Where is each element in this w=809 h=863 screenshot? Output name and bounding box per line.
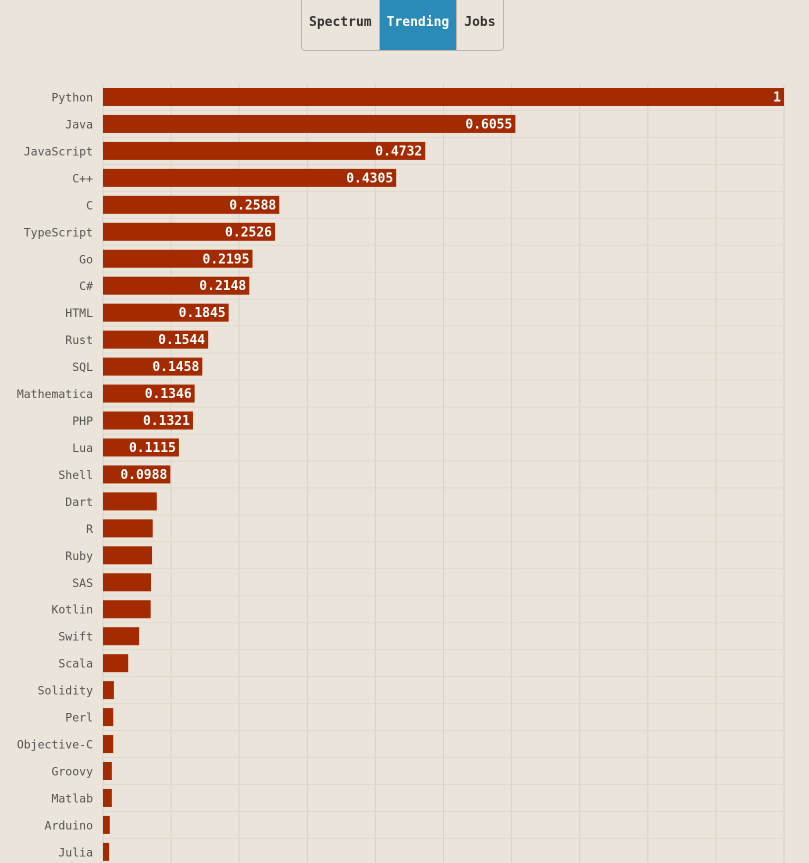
category-label: SQL (72, 360, 93, 374)
bar (103, 735, 114, 754)
category-label: C (86, 198, 93, 212)
bar (103, 708, 114, 727)
bar (103, 303, 229, 322)
category-label: Lua (72, 441, 93, 455)
category-label: Rust (65, 333, 93, 347)
bar (103, 600, 151, 619)
tab[interactable]: Trending (378, 0, 457, 50)
bar (103, 762, 112, 780)
category-label: Groovy (51, 765, 93, 779)
category-label: Go (79, 252, 93, 266)
bar (103, 141, 426, 160)
bar (103, 465, 171, 484)
bar (103, 492, 157, 511)
value-label: 0.1845 (179, 306, 226, 321)
bar (103, 788, 112, 807)
bar (103, 573, 152, 592)
value-label: 0.1321 (143, 414, 190, 429)
category-label: Matlab (51, 791, 93, 805)
bar (103, 654, 129, 673)
bar (103, 222, 276, 241)
category-label: PHP (72, 414, 93, 428)
category-label: Ruby (65, 549, 93, 563)
bar (103, 815, 110, 834)
category-label: Dart (65, 495, 93, 509)
bar (103, 546, 153, 565)
value-label: 0.1115 (129, 441, 176, 456)
category-label: C++ (72, 171, 93, 185)
bar (103, 681, 114, 700)
bar (103, 438, 179, 457)
bar (103, 411, 193, 430)
tab-bar: Spectrum Trending Jobs (301, 0, 504, 51)
bar (103, 357, 203, 376)
category-label: SAS (72, 576, 93, 590)
category-label: C# (79, 279, 93, 293)
value-label: 0.1458 (152, 360, 199, 375)
category-label: Solidity (38, 684, 93, 698)
value-label: 0.1544 (158, 333, 205, 348)
bar (103, 276, 250, 295)
bar (103, 330, 209, 349)
category-label: Objective-C (17, 738, 93, 752)
value-label: 0.1346 (145, 387, 192, 402)
value-label: 0.2148 (199, 279, 246, 294)
bar (103, 842, 110, 861)
tab[interactable]: Spectrum (309, 15, 372, 30)
category-label: JavaScript (24, 144, 93, 158)
bar (103, 627, 140, 646)
category-label: Mathematica (17, 387, 93, 401)
category-label: Julia (58, 845, 93, 859)
value-label: 0.0988 (120, 468, 167, 483)
category-label: Scala (58, 657, 93, 671)
category-label: Python (51, 91, 93, 105)
value-label: 0.2588 (229, 198, 276, 213)
category-label: R (86, 522, 93, 536)
bar (103, 519, 153, 538)
bar (103, 168, 397, 187)
category-label: Arduino (45, 818, 94, 832)
bar (103, 249, 253, 268)
bar (103, 195, 280, 214)
value-label: 0.6055 (465, 117, 512, 132)
category-label: Swift (58, 630, 93, 644)
value-label: 0.2526 (225, 225, 272, 240)
category-label: Shell (58, 468, 93, 482)
category-label: HTML (65, 306, 93, 320)
value-label: 0.2195 (203, 252, 250, 267)
value-label: 0.4732 (375, 144, 422, 159)
category-label: TypeScript (24, 225, 93, 239)
category-label: Perl (65, 711, 93, 725)
category-label: Kotlin (51, 603, 93, 617)
bar (103, 114, 516, 133)
value-label: 1 (773, 91, 781, 106)
bar (103, 88, 784, 106)
bar (103, 384, 195, 403)
tab[interactable]: Jobs (456, 0, 502, 50)
value-label: 0.4305 (346, 171, 393, 186)
category-label: Java (65, 117, 93, 131)
